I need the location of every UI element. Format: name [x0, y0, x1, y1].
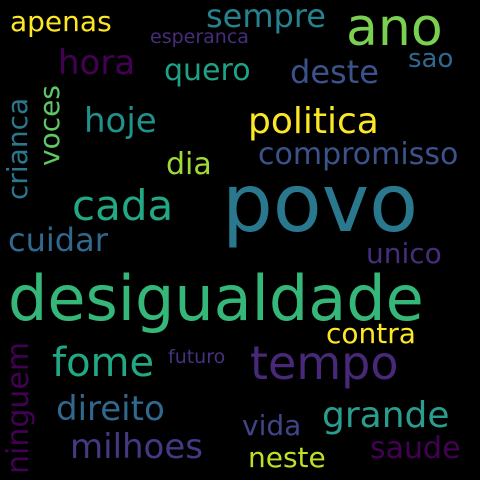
word-sempre: sempre	[206, 0, 326, 35]
word-direito: direito	[56, 389, 165, 429]
word-hoje: hoje	[84, 101, 157, 141]
word-vida: vida	[242, 409, 302, 442]
word-esperanca: esperanca	[150, 26, 249, 48]
word-dia: dia	[166, 147, 212, 182]
word-fome: fome	[52, 340, 155, 386]
word-sao: sao	[408, 44, 454, 74]
word-desigualdade: desigualdade	[8, 262, 424, 335]
word-ninguem: ninguem	[1, 341, 36, 474]
word-ano: ano	[346, 0, 443, 58]
word-tempo: tempo	[250, 336, 399, 390]
word-deste: deste	[290, 53, 379, 91]
word-futuro: futuro	[168, 346, 226, 368]
word-compromisso: compromisso	[258, 137, 459, 172]
word-quero: quero	[164, 53, 251, 88]
word-povo: povo	[222, 157, 419, 250]
word-milhoes: milhoes	[70, 427, 203, 467]
word-hora: hora	[58, 43, 136, 83]
word-crianca: crianca	[1, 97, 34, 200]
word-grande: grande	[322, 395, 450, 436]
word-cada: cada	[72, 181, 174, 230]
word-voces: voces	[33, 85, 66, 166]
word-cuidar: cuidar	[8, 221, 108, 259]
word-contra: contra	[326, 317, 416, 350]
word-saude: saude	[370, 431, 461, 466]
word-politica: politica	[248, 101, 379, 142]
word-apenas: apenas	[10, 5, 112, 38]
word-unico: unico	[366, 237, 442, 270]
word-neste: neste	[248, 441, 326, 474]
